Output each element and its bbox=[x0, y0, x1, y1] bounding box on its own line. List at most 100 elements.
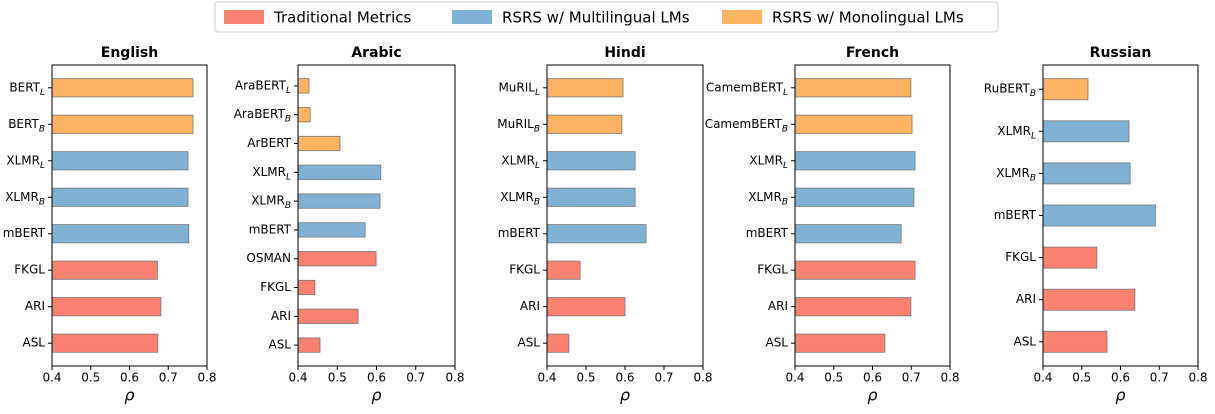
bar bbox=[794, 78, 912, 98]
x-tick-label: 0.6 bbox=[863, 371, 882, 385]
y-tick-label: XLMRB bbox=[251, 194, 291, 211]
x-axis-label: ρ bbox=[867, 386, 877, 405]
y-tick-label: ASL bbox=[765, 336, 788, 350]
bar bbox=[794, 333, 886, 353]
y-tick-label: ARI bbox=[520, 299, 540, 313]
y-tick-label: ARI bbox=[1016, 292, 1036, 306]
y-tick-label: AraBERTB bbox=[234, 107, 291, 124]
x-tick-label: 0.5 bbox=[1072, 371, 1091, 385]
y-tick-label: XLMRL bbox=[501, 153, 540, 170]
bar bbox=[1042, 162, 1131, 185]
bar bbox=[51, 187, 189, 207]
y-tick-label: mBERT bbox=[746, 226, 789, 240]
x-tick-label: 0.7 bbox=[406, 371, 425, 385]
y-tick-label: ASL bbox=[268, 338, 291, 352]
bar bbox=[297, 337, 321, 353]
y-tick-label: FKGL bbox=[509, 263, 540, 277]
axes-frame bbox=[51, 64, 208, 367]
y-tick-label: OSMAN bbox=[246, 251, 291, 265]
y-tick-label: CamemBERTB bbox=[705, 117, 788, 134]
y-tick-label: XLMRL bbox=[252, 165, 291, 182]
y-tick-label: BERTL bbox=[9, 80, 45, 97]
legend-label: RSRS w/ Multilingual LMs bbox=[502, 9, 690, 27]
bar bbox=[546, 333, 570, 353]
x-tick-label: 0.5 bbox=[328, 371, 347, 385]
y-tick-label: XLMRB bbox=[996, 166, 1036, 183]
bar bbox=[297, 107, 311, 123]
y-tick-label: FKGL bbox=[757, 263, 788, 277]
y-tick-label: XLMRL bbox=[6, 153, 45, 170]
x-tick-label: 0.8 bbox=[1188, 371, 1207, 385]
bar bbox=[546, 224, 647, 244]
axes-frame bbox=[546, 64, 704, 367]
x-axis-label: ρ bbox=[124, 386, 134, 405]
bar bbox=[794, 260, 916, 280]
bar bbox=[297, 279, 316, 296]
bar bbox=[51, 78, 194, 98]
x-tick-label: 0.7 bbox=[159, 371, 178, 385]
y-tick-label: FKGL bbox=[260, 280, 291, 294]
y-tick-label: FKGL bbox=[14, 263, 45, 277]
chart-title: French bbox=[846, 45, 899, 61]
y-tick-label: CamemBERTL bbox=[706, 80, 788, 97]
x-axis-label: ρ bbox=[620, 386, 630, 405]
bar bbox=[297, 308, 359, 324]
x-tick-label: 0.5 bbox=[81, 371, 100, 385]
bar bbox=[51, 114, 194, 134]
x-tick-label: 0.7 bbox=[902, 371, 921, 385]
x-tick-label: 0.8 bbox=[940, 371, 959, 385]
y-tick-label: XLMRB bbox=[5, 190, 45, 207]
bar bbox=[1042, 330, 1108, 353]
bar bbox=[546, 78, 624, 98]
x-tick-label: 0.6 bbox=[367, 371, 386, 385]
bar bbox=[297, 164, 382, 180]
y-tick-label: AraBERTL bbox=[235, 78, 291, 95]
bar bbox=[794, 224, 902, 244]
x-tick-label: 0.8 bbox=[445, 371, 464, 385]
x-tick-label: 0.6 bbox=[1111, 371, 1130, 385]
chart-title: Arabic bbox=[351, 45, 401, 61]
legend-swatch bbox=[224, 10, 264, 24]
legend-swatch bbox=[452, 10, 492, 24]
bar bbox=[546, 114, 623, 134]
axes-frame bbox=[297, 64, 456, 367]
y-tick-label: FKGL bbox=[1005, 250, 1036, 264]
chart-title: Hindi bbox=[604, 45, 645, 61]
x-tick-label: 0.8 bbox=[197, 371, 216, 385]
x-tick-label: 0.4 bbox=[288, 371, 307, 385]
bar bbox=[794, 187, 915, 207]
bar bbox=[1042, 78, 1089, 101]
y-tick-label: mBERT bbox=[498, 226, 541, 240]
bar bbox=[546, 151, 636, 171]
x-tick-label: 0.4 bbox=[785, 371, 804, 385]
bar bbox=[1042, 204, 1156, 227]
bar bbox=[546, 297, 626, 317]
x-tick-label: 0.8 bbox=[693, 371, 712, 385]
y-tick-label: ArBERT bbox=[247, 136, 291, 150]
y-tick-label: MuRILB bbox=[497, 117, 540, 134]
x-tick-label: 0.5 bbox=[576, 371, 595, 385]
bar bbox=[1042, 288, 1136, 311]
y-tick-label: mBERT bbox=[994, 208, 1037, 222]
y-tick-label: XLMRB bbox=[748, 190, 788, 207]
axes-frame bbox=[1042, 64, 1199, 367]
y-tick-label: ASL bbox=[517, 336, 540, 350]
bar bbox=[51, 151, 189, 171]
bar bbox=[51, 297, 162, 317]
x-tick-label: 0.4 bbox=[1033, 371, 1052, 385]
x-tick-label: 0.4 bbox=[537, 371, 556, 385]
y-tick-label: ASL bbox=[1013, 334, 1036, 348]
x-tick-label: 0.7 bbox=[654, 371, 673, 385]
bar bbox=[51, 224, 190, 244]
x-tick-label: 0.4 bbox=[42, 371, 61, 385]
legend-swatch bbox=[722, 10, 762, 24]
y-tick-label: ARI bbox=[271, 309, 291, 323]
bar bbox=[794, 114, 913, 134]
legend-box bbox=[214, 1, 999, 33]
y-tick-label: mBERT bbox=[3, 226, 46, 240]
bar bbox=[297, 251, 377, 267]
legend-label: Traditional Metrics bbox=[273, 9, 411, 27]
y-tick-label: ASL bbox=[22, 336, 45, 350]
y-tick-label: mBERT bbox=[249, 222, 292, 236]
bar bbox=[297, 222, 366, 238]
